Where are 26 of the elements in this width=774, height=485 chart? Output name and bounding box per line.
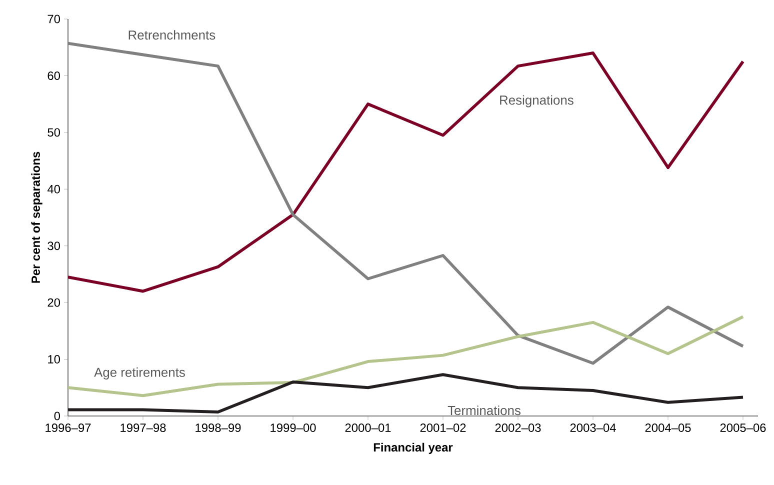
y-tick-label: 10 — [48, 355, 60, 364]
y-tick-label: 30 — [48, 242, 60, 250]
x-tick-label: 2005–06 — [720, 424, 766, 432]
series-label: Retrenchments — [128, 30, 216, 40]
series-label: Resignations — [500, 95, 574, 108]
x-tick-label: 2002–03 — [495, 424, 541, 432]
y-tick-label: 50 — [48, 128, 60, 137]
y-tick-label: 40 — [47, 184, 60, 194]
x-tick-label: 1996–97 — [46, 424, 91, 432]
series-label: Terminations — [448, 406, 521, 416]
x-tick-label: 2003–04 — [570, 424, 616, 432]
x-tick-label: 2001–02 — [420, 424, 466, 432]
y-tick-label: 20 — [48, 298, 60, 307]
x-axis-title: Financial year — [374, 442, 453, 454]
series-label: Age retirements — [94, 367, 185, 380]
y-tick-label: 60 — [48, 71, 60, 80]
y-tick-label: 70 — [48, 14, 60, 24]
x-tick-label: 1998–99 — [196, 424, 241, 432]
x-tick-label: 2004–05 — [645, 424, 691, 432]
line-series — [68, 52, 745, 293]
x-tick-label: 1999–00 — [270, 424, 316, 432]
x-tick-label: 2000–01 — [345, 424, 391, 432]
y-axis-title: Per cent of separations — [31, 152, 42, 283]
line-series — [68, 315, 745, 398]
y-tick-label: 0 — [54, 412, 60, 420]
x-tick-label: 1997–98 — [120, 424, 166, 432]
